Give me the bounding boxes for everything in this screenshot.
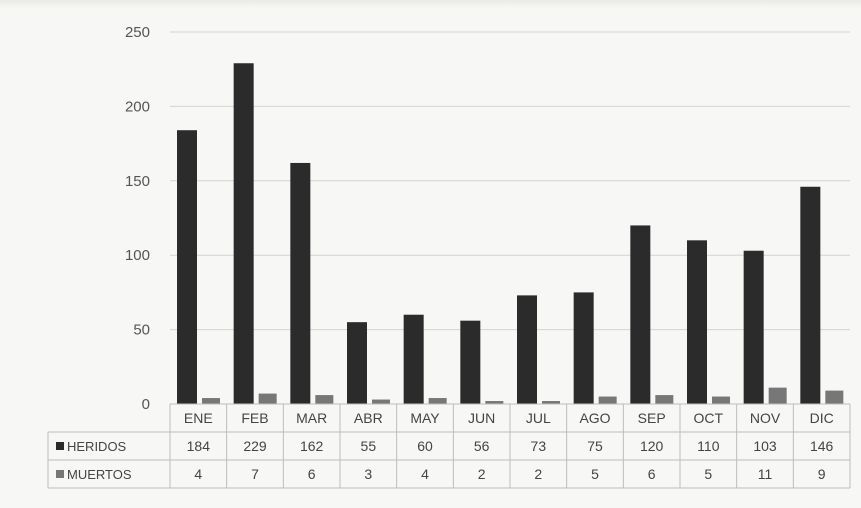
bar-heridos-mar — [290, 162, 311, 404]
x-category-label: AGO — [579, 410, 610, 426]
y-tick-label: 200 — [125, 98, 150, 115]
cropped-title-area — [0, 0, 861, 8]
data-label-heridos: 110 — [697, 438, 720, 454]
data-label-heridos: 60 — [417, 438, 433, 454]
data-label-muertos: 5 — [591, 466, 599, 482]
axes: 0 50 100 150 200 250 — [125, 24, 150, 413]
legend-label-heridos: HERIDOS — [67, 439, 127, 454]
x-category-label: SEP — [638, 410, 666, 426]
data-label-heridos: 146 — [810, 438, 834, 454]
data-label-muertos: 7 — [251, 466, 259, 482]
bar-heridos-abr — [347, 322, 367, 404]
data-label-heridos: 75 — [587, 438, 603, 454]
bar-heridos-feb — [233, 63, 254, 405]
y-tick-label: 100 — [125, 247, 150, 264]
bar-heridos-nov — [743, 250, 764, 404]
bar-muertos-ene — [202, 398, 220, 404]
bar-muertos-abr — [372, 399, 390, 404]
bar-chart: 0 50 100 150 200 250 ENE FEB MAR ABR MAY JUN JUL AGO… — [47, 24, 851, 489]
bar-heridos-may — [403, 314, 424, 404]
bar-muertos-feb — [258, 393, 277, 404]
data-label-muertos: 9 — [818, 466, 826, 482]
data-label-heridos: 162 — [300, 438, 324, 454]
x-category-label: OCT — [694, 410, 724, 426]
bar-muertos-nov — [768, 387, 787, 404]
data-label-muertos: 11 — [758, 466, 773, 482]
x-category-label: MAR — [296, 410, 327, 426]
data-label-muertos: 6 — [308, 466, 316, 482]
x-category-label: NOV — [750, 410, 781, 426]
x-category-label: DIC — [810, 410, 834, 426]
legend-swatch-heridos — [56, 442, 64, 450]
bar-muertos-jul — [542, 401, 560, 404]
bar-muertos-jun — [485, 401, 504, 404]
data-label-muertos: 5 — [704, 466, 712, 482]
data-label-muertos: 2 — [534, 466, 542, 482]
bar-muertos-sep — [655, 395, 674, 404]
data-label-heridos: 229 — [243, 438, 267, 454]
bars — [177, 63, 844, 405]
data-table: ENE FEB MAR ABR MAY JUN JUL AGO SEP OCT NOV DIC HERI… — [47, 403, 851, 489]
data-label-heridos: 184 — [187, 438, 211, 454]
x-category-label: ENE — [184, 410, 213, 426]
data-label-heridos: 120 — [640, 438, 664, 454]
data-label-muertos: 2 — [478, 466, 486, 482]
x-category-label: JUL — [526, 410, 551, 426]
bar-heridos-ene — [177, 130, 197, 404]
legend-label-muertos: MUERTOS — [67, 467, 132, 482]
y-tick-label: 0 — [142, 396, 150, 413]
bar-muertos-dic — [825, 390, 844, 404]
data-label-muertos: 4 — [194, 466, 202, 482]
bar-heridos-dic — [800, 186, 821, 404]
bar-heridos-sep — [630, 225, 651, 404]
bar-muertos-oct — [712, 396, 730, 404]
x-category-label: MAY — [410, 410, 440, 426]
bar-heridos-jul — [517, 295, 537, 404]
data-label-heridos: 73 — [531, 438, 547, 454]
y-tick-label: 150 — [125, 173, 150, 190]
data-label-muertos: 4 — [421, 466, 429, 482]
data-label-heridos: 55 — [361, 438, 377, 454]
bar-chart-container: 0 50 100 150 200 250 ENE FEB MAR ABR MAY JUN JUL AGO… — [0, 6, 861, 508]
y-tick-label: 50 — [133, 322, 150, 339]
bar-heridos-ago — [573, 292, 594, 404]
bar-muertos-ago — [598, 396, 617, 404]
x-category-label: ABR — [354, 410, 383, 426]
x-category-label: FEB — [241, 410, 268, 426]
data-label-heridos: 56 — [474, 438, 490, 454]
x-category-label: JUN — [468, 410, 495, 426]
data-label-muertos: 6 — [648, 466, 656, 482]
bar-heridos-oct — [687, 240, 707, 404]
bar-muertos-may — [428, 398, 447, 404]
data-label-heridos: 103 — [753, 438, 777, 454]
bar-heridos-jun — [460, 320, 481, 404]
y-tick-label: 250 — [125, 24, 150, 41]
legend-swatch-muertos — [56, 470, 64, 478]
data-label-muertos: 3 — [364, 466, 372, 482]
bar-muertos-mar — [315, 395, 334, 404]
